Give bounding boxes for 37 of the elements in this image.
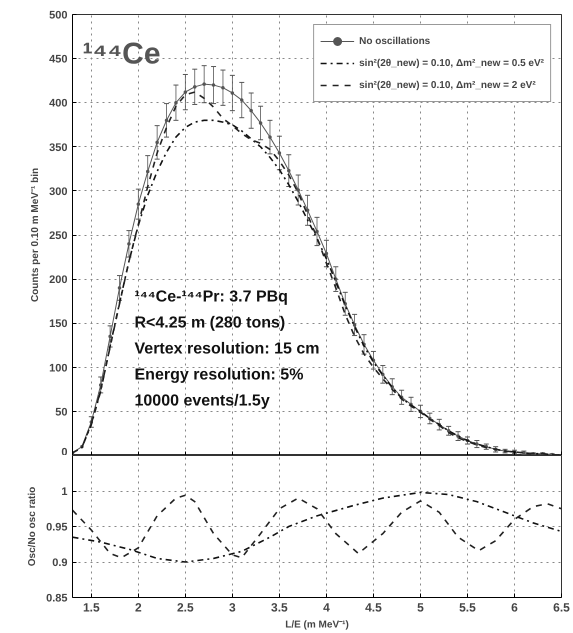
x-tick-label: 5.5 — [459, 600, 476, 614]
y-tick-label: 0.95 — [46, 522, 68, 534]
y-tick-label: 200 — [49, 274, 68, 286]
y-axis-title: Counts per 0.10 m MeV⁻¹ bin — [30, 168, 42, 302]
annotation: ¹⁴⁴Ce-¹⁴⁴Pr: 3.7 PBq — [134, 288, 288, 306]
y-tick-label: 1 — [61, 486, 68, 498]
legend-label: No oscillations — [359, 34, 430, 48]
x-tick-label: 6.5 — [553, 600, 570, 614]
x-tick-label: 1.5 — [82, 600, 100, 614]
y-tick-label: 450 — [49, 54, 68, 66]
y-tick-label: 0.85 — [46, 592, 68, 604]
y-tick-label: 350 — [49, 142, 68, 154]
y-tick-label: 250 — [49, 230, 68, 242]
y-tick-label: 0.9 — [52, 557, 68, 569]
annotation: ¹⁴⁴Ce — [82, 38, 161, 70]
x-tick-label: 2.5 — [177, 600, 194, 614]
y-tick-label: 300 — [49, 186, 68, 198]
x-tick-label: 4 — [323, 600, 330, 614]
x-tick-label: 4.5 — [365, 600, 382, 614]
y-tick-label: 50 — [55, 406, 68, 418]
y-axis-title: Osc/No osc ratio — [27, 486, 38, 566]
y-tick-label: 500 — [49, 10, 68, 22]
legend-label: sin²(2θ_new) = 0.10, Δm²_new = 2 eV² — [359, 78, 536, 92]
annotation: R<4.25 m (280 tons) — [134, 314, 286, 332]
x-tick-label: 3.5 — [271, 600, 288, 614]
x-tick-label: 3 — [229, 600, 236, 614]
x-axis-title: L/E (m MeV⁻¹) — [285, 620, 349, 630]
annotation: Vertex resolution: 15 cm — [134, 340, 320, 358]
legend-label: sin²(2θ_new) = 0.10, Δm²_new = 0.5 eV² — [359, 56, 544, 70]
x-tick-label: 6 — [511, 600, 518, 614]
annotation: Energy resolution: 5% — [134, 366, 304, 384]
x-tick-label: 5 — [417, 600, 424, 614]
y-tick-label: 150 — [49, 318, 68, 330]
annotation: 10000 events/1.5y — [134, 392, 270, 410]
x-tick-label: 2 — [134, 600, 142, 614]
y-tick-label: 100 — [49, 362, 68, 374]
y-tick-label: 400 — [49, 98, 68, 110]
